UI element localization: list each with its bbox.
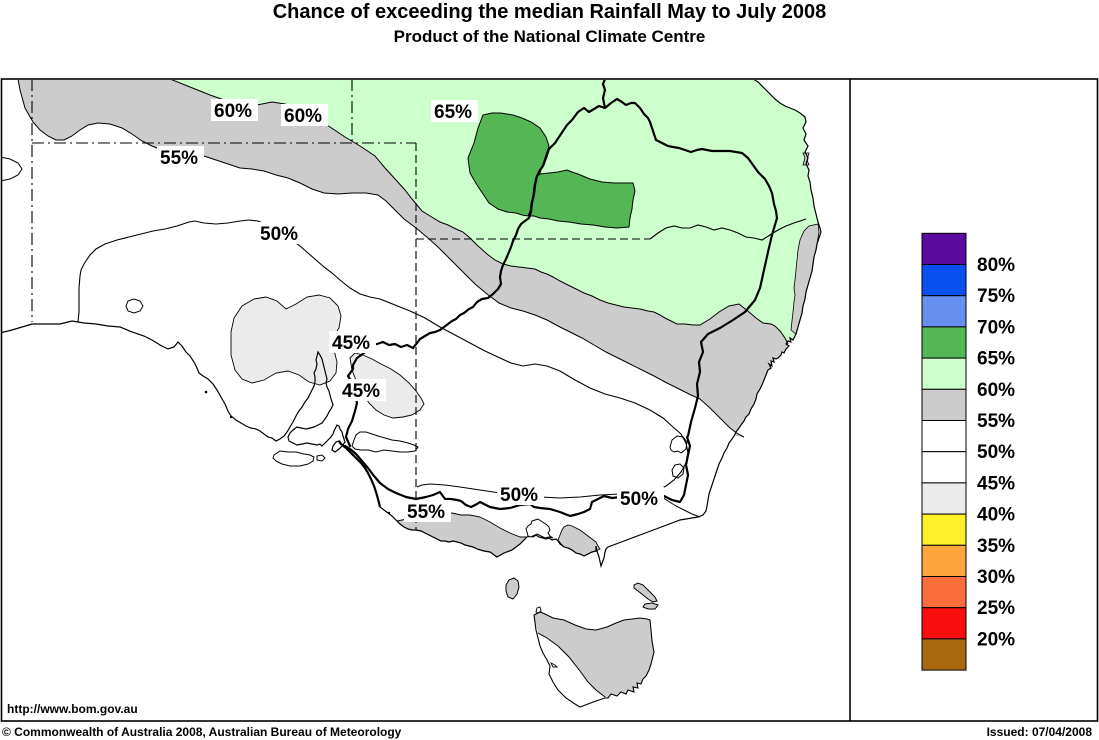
- svg-text:35%: 35%: [977, 536, 1015, 557]
- svg-text:50%: 50%: [620, 489, 658, 510]
- svg-text:60%: 60%: [284, 106, 322, 127]
- svg-text:20%: 20%: [977, 629, 1015, 650]
- svg-text:50%: 50%: [977, 442, 1015, 463]
- svg-text:75%: 75%: [977, 286, 1015, 307]
- svg-text:45%: 45%: [977, 473, 1015, 494]
- svg-text:55%: 55%: [977, 411, 1015, 432]
- svg-text:65%: 65%: [434, 102, 472, 123]
- svg-text:45%: 45%: [332, 333, 370, 354]
- svg-text:45%: 45%: [342, 381, 380, 402]
- svg-text:55%: 55%: [160, 148, 198, 169]
- svg-text:60%: 60%: [214, 101, 252, 122]
- svg-text:25%: 25%: [977, 598, 1015, 619]
- svg-text:70%: 70%: [977, 317, 1015, 338]
- svg-text:80%: 80%: [977, 255, 1015, 276]
- svg-text:30%: 30%: [977, 567, 1015, 588]
- svg-text:http://www.bom.gov.au: http://www.bom.gov.au: [7, 702, 138, 716]
- svg-text:40%: 40%: [977, 505, 1015, 526]
- svg-text:60%: 60%: [977, 380, 1015, 401]
- svg-text:55%: 55%: [407, 502, 445, 523]
- svg-text:50%: 50%: [260, 224, 298, 245]
- svg-text:50%: 50%: [500, 485, 538, 506]
- svg-text:65%: 65%: [977, 349, 1015, 370]
